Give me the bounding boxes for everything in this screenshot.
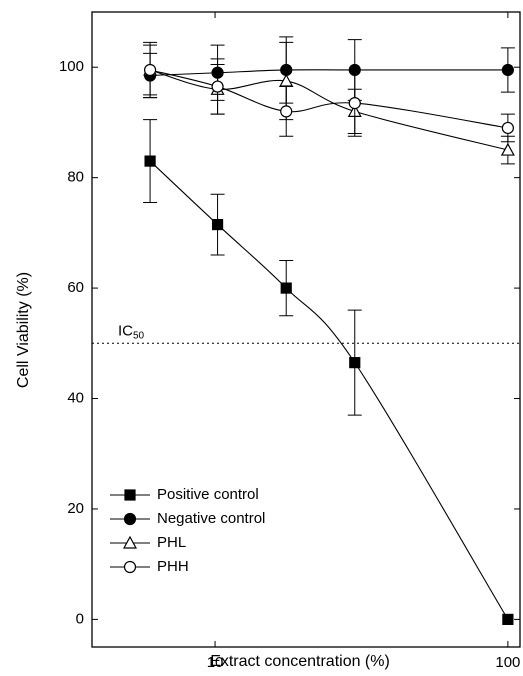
legend-label: Positive control [157, 486, 259, 503]
marker [211, 218, 224, 231]
x-tick-label: 10 [207, 654, 224, 671]
marker [280, 105, 293, 118]
plot-frame [91, 11, 521, 648]
ic50-sub: 50 [133, 330, 145, 341]
marker [501, 63, 514, 77]
legend-entry: PHH [110, 558, 189, 575]
marker [502, 613, 514, 625]
x-tick-label: 100 [495, 654, 520, 671]
marker [279, 73, 294, 87]
marker [500, 142, 515, 156]
y-axis-label: Cell Viability (%) [15, 272, 32, 388]
series-line [149, 160, 509, 620]
legend-label: PHL [157, 534, 186, 551]
marker [349, 357, 361, 369]
series-line [149, 69, 509, 151]
y-tick-label: 20 [67, 500, 84, 517]
marker [124, 489, 136, 501]
legend-label: PHH [157, 558, 189, 575]
marker [123, 512, 137, 526]
marker [122, 535, 138, 549]
y-tick-label: 0 [76, 610, 84, 627]
marker [501, 121, 514, 135]
ic50-label: IC50 [118, 322, 145, 341]
y-tick-label: 80 [67, 169, 84, 186]
series-line [150, 69, 508, 77]
x-axis-label: Extract concentration (%) [210, 653, 390, 670]
marker [143, 63, 157, 77]
legend-entry: Negative control [110, 510, 265, 527]
y-tick-label: 100 [59, 58, 84, 75]
legend-label: Negative control [157, 510, 265, 527]
marker [211, 80, 224, 93]
legend-entry: PHL [110, 534, 186, 551]
marker [144, 155, 156, 167]
y-tick-label: 40 [67, 389, 84, 406]
ic50-text: IC [118, 322, 133, 339]
y-tick-label: 60 [67, 279, 84, 296]
legend-entry: Positive control [110, 486, 259, 503]
marker [280, 282, 292, 294]
marker [348, 97, 361, 110]
series-line [149, 69, 508, 129]
marker [123, 560, 137, 574]
